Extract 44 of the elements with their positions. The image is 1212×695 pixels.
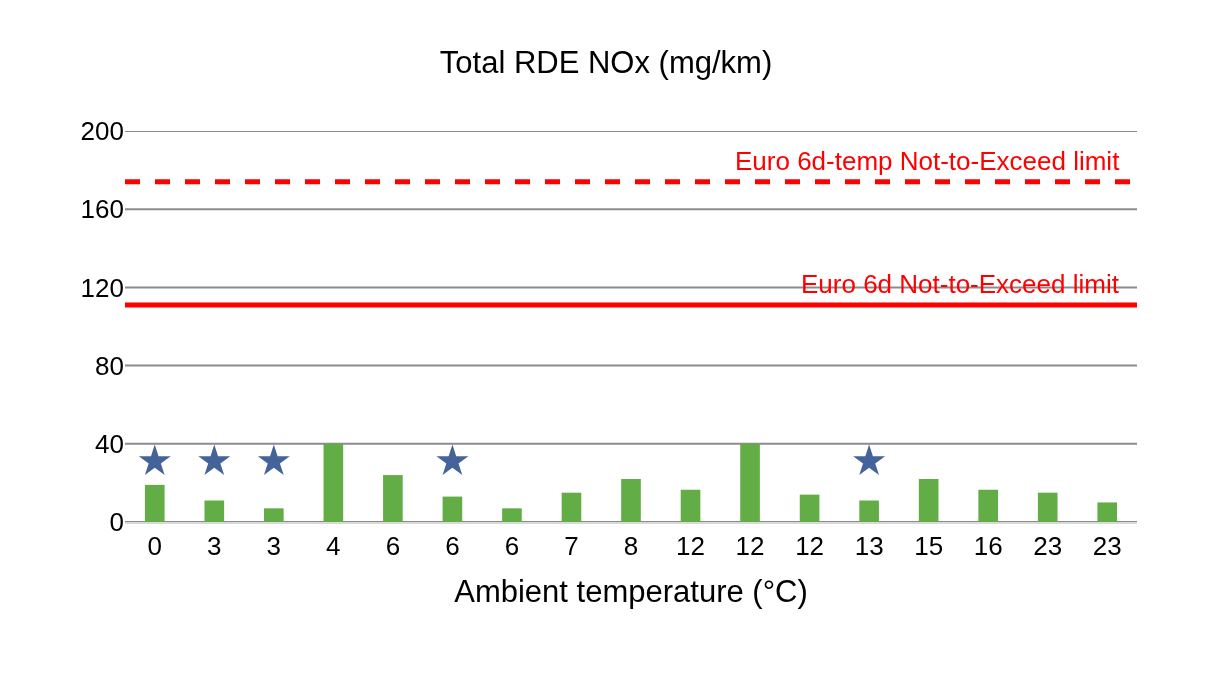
x-tick-label: 3 — [266, 531, 282, 562]
x-tick-label: 3 — [207, 531, 222, 562]
bar — [264, 508, 284, 522]
ref-line-label: Euro 6d-temp Not-to-Exceed limit — [735, 146, 1121, 176]
bar — [1097, 502, 1118, 522]
bar — [323, 443, 344, 522]
bar — [1037, 492, 1058, 522]
x-tick-label: 12 — [795, 531, 825, 562]
x-tick-label: 12 — [676, 531, 705, 562]
bar — [502, 508, 522, 522]
x-tick-label: 4 — [326, 531, 341, 562]
y-tick-label: 80 — [95, 350, 124, 381]
chart-title: Total RDE NOx (mg/km) — [439, 45, 773, 81]
x-tick-label: 6 — [445, 531, 460, 562]
x-tick-label: 8 — [623, 531, 639, 562]
bar — [859, 500, 879, 522]
x-tick-label: 23 — [1033, 531, 1063, 562]
y-tick-label: 160 — [80, 194, 124, 225]
bar — [918, 478, 939, 522]
ref-line-label: Euro 6d Not-to-Exceed limit — [801, 269, 1120, 299]
y-tick-label: 0 — [109, 507, 124, 538]
bar — [561, 492, 582, 522]
x-tick-label: 0 — [147, 531, 162, 562]
y-tick-label: 120 — [80, 272, 124, 303]
x-tick-label: 23 — [1092, 531, 1122, 562]
bar — [383, 475, 403, 522]
bar — [740, 443, 760, 522]
bar — [144, 484, 165, 522]
y-tick-label: 200 — [80, 116, 124, 147]
x-tick-label: 6 — [504, 531, 520, 562]
bar — [204, 500, 225, 522]
x-tick-label: 6 — [385, 531, 401, 562]
bar — [978, 489, 998, 522]
bar — [621, 478, 641, 522]
y-tick-label: 40 — [95, 428, 124, 459]
bar — [442, 496, 463, 522]
x-tick-label: 15 — [914, 531, 944, 562]
x-axis-title: Ambient temperature (°C) — [454, 573, 808, 609]
bar — [799, 494, 820, 522]
x-tick-label: 12 — [735, 531, 765, 562]
bar — [680, 489, 701, 522]
x-tick-label: 7 — [564, 531, 579, 562]
x-tick-label: 16 — [973, 531, 1003, 562]
x-tick-label: 13 — [854, 531, 884, 562]
